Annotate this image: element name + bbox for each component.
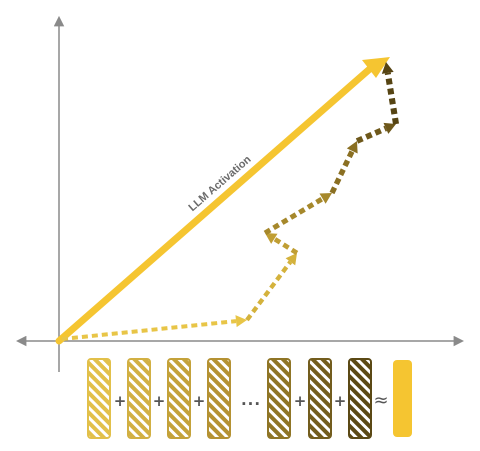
component-bar bbox=[267, 358, 291, 439]
path-segment-arrowhead bbox=[285, 253, 297, 266]
plus-operator: + bbox=[294, 392, 307, 410]
path-segment bbox=[245, 260, 293, 322]
path-segment bbox=[61, 319, 237, 341]
llm-activation-arrowhead bbox=[362, 57, 390, 78]
approx-operator: ≈ bbox=[373, 390, 388, 411]
plus-operator: + bbox=[193, 392, 206, 410]
result-activation-bar bbox=[393, 360, 412, 437]
path-segment-arrowhead bbox=[235, 315, 247, 328]
component-bar bbox=[87, 358, 111, 439]
plus-operator: + bbox=[334, 392, 347, 410]
ellipsis: ... bbox=[241, 391, 261, 409]
component-path bbox=[61, 62, 400, 341]
path-segment-arrowhead bbox=[265, 233, 278, 244]
path-segment bbox=[384, 72, 400, 125]
path-segment bbox=[329, 149, 355, 195]
plus-operator: + bbox=[114, 392, 127, 410]
path-segment bbox=[355, 125, 388, 144]
axes bbox=[15, 15, 465, 372]
component-bar bbox=[308, 358, 332, 439]
path-segment-arrowhead bbox=[346, 141, 358, 154]
path-segment-arrowhead bbox=[381, 62, 394, 74]
path-segment-arrowhead bbox=[383, 122, 396, 134]
path-segment bbox=[273, 236, 299, 255]
bar-operators: + + + ... + + ≈ bbox=[114, 390, 389, 411]
path-segment-arrowhead bbox=[319, 193, 332, 204]
plus-operator: + bbox=[153, 392, 166, 410]
path-segment bbox=[263, 196, 324, 236]
component-bar bbox=[207, 358, 231, 439]
llm-activation-arrow: LLM Activation bbox=[55, 57, 390, 345]
component-bar bbox=[127, 358, 151, 439]
component-bar bbox=[348, 358, 372, 439]
component-bars bbox=[87, 358, 372, 439]
component-bar bbox=[167, 358, 191, 439]
